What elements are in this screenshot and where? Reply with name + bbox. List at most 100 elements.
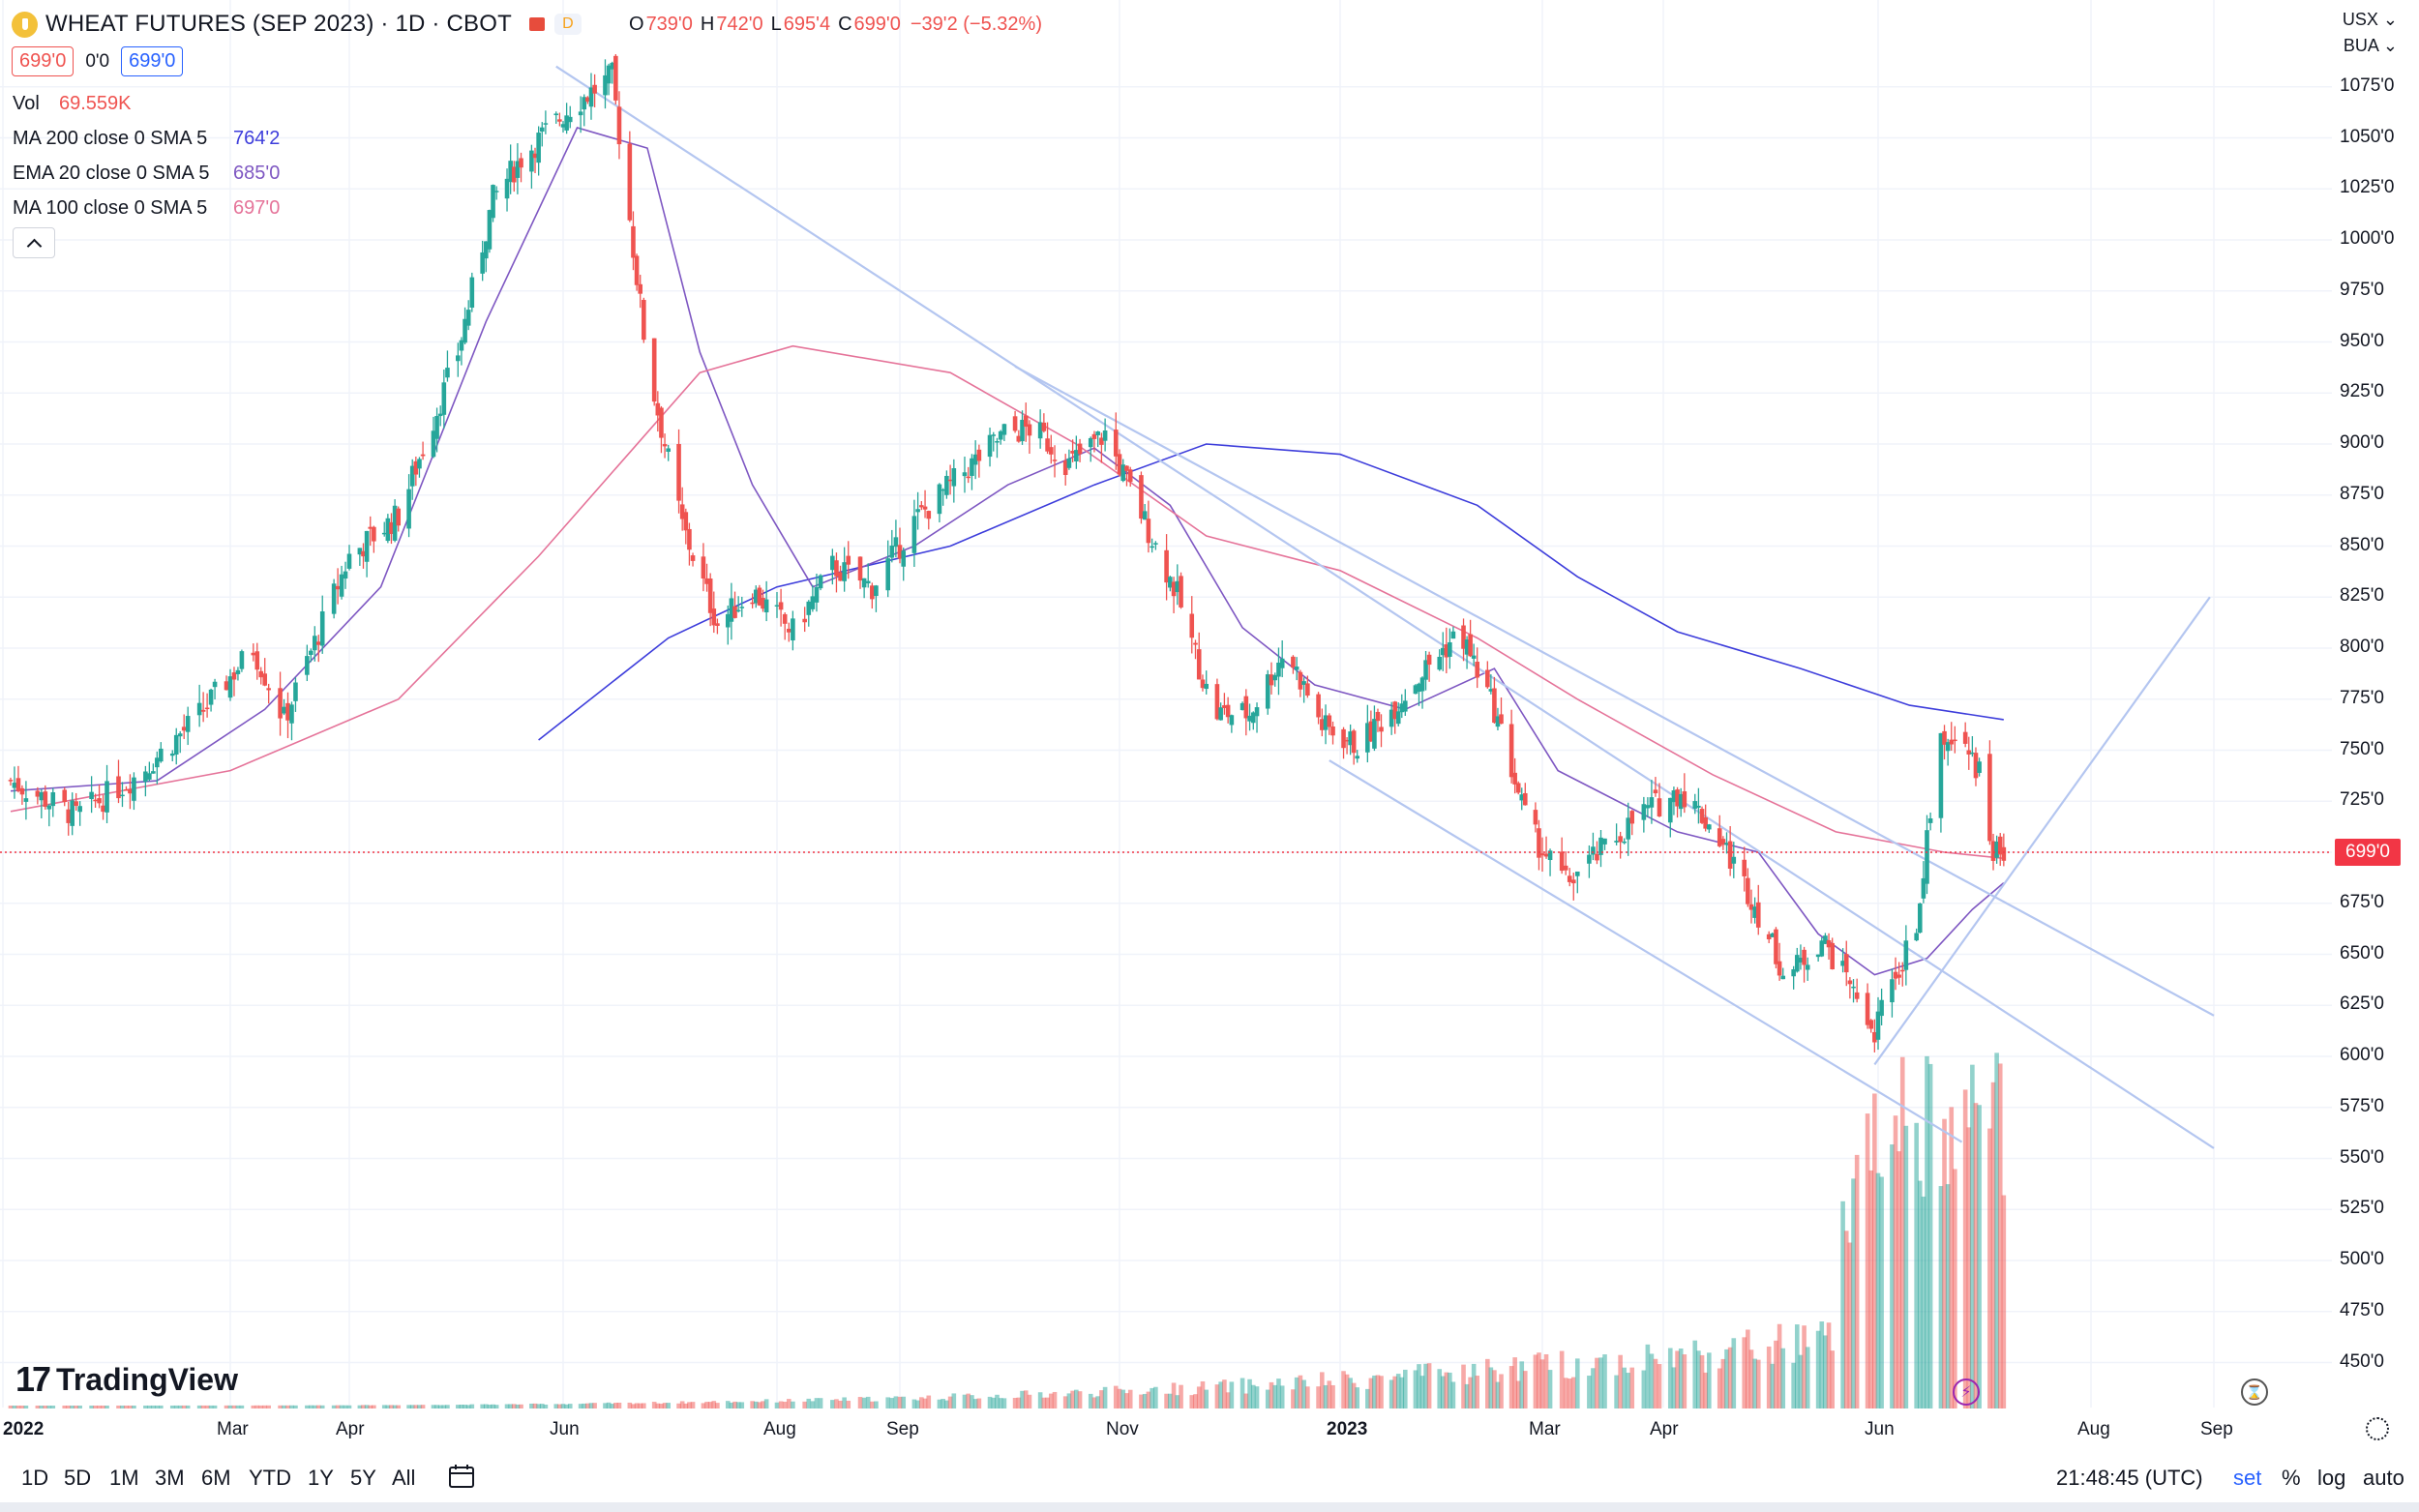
candle-body (1001, 424, 1007, 435)
replay-timer-icon[interactable]: ⌛ (2241, 1379, 2268, 1406)
candle-body (1330, 726, 1335, 736)
currency-selector[interactable]: USX ⌄ (2342, 10, 2398, 29)
indicator-ma100[interactable]: MA 100 close 0 SMA 5 697'0 (13, 197, 280, 220)
candle-body (420, 454, 426, 457)
candle-body (1774, 929, 1778, 964)
volume-bar (1146, 1391, 1151, 1408)
volume-bar (1341, 1371, 1346, 1408)
collapse-legend-button[interactable] (13, 227, 55, 258)
range-1m[interactable]: 1M (109, 1466, 139, 1490)
indicator-ema20[interactable]: EMA 20 close 0 SMA 5 685'0 (13, 163, 280, 185)
range-1y[interactable]: 1Y (308, 1466, 334, 1490)
volume-bar (786, 1399, 791, 1408)
auto-toggle[interactable]: auto (2363, 1466, 2404, 1490)
delayed-badge[interactable]: D (553, 14, 582, 35)
candle-body (897, 545, 903, 559)
candle-body (1879, 999, 1884, 1017)
range-5d[interactable]: 5D (64, 1466, 92, 1490)
range-3m[interactable]: 3M (155, 1466, 185, 1490)
volume-bar (262, 1405, 268, 1408)
candle-body (1890, 979, 1895, 1003)
volume-bar (1091, 1397, 1097, 1408)
flag-icon[interactable] (528, 17, 545, 31)
volume-bar (1899, 1056, 1905, 1408)
volume-bar (1649, 1353, 1655, 1408)
candle-body (364, 530, 370, 562)
candle-body (519, 158, 523, 168)
volume-bar (39, 1405, 45, 1408)
volume-bar (239, 1405, 245, 1408)
range-ytd[interactable]: YTD (249, 1466, 291, 1490)
candle-body (1508, 724, 1514, 778)
range-6m[interactable]: 6M (201, 1466, 231, 1490)
candle-body (1091, 433, 1097, 439)
candle-body (406, 489, 411, 529)
volume-bar (1591, 1368, 1596, 1408)
candle-body (254, 651, 260, 670)
unit-selector[interactable]: BUA ⌄ (2343, 36, 2398, 55)
indicator-ma200[interactable]: MA 200 close 0 SMA 5 764'2 (13, 128, 280, 150)
candle-body (181, 726, 187, 731)
volume-bar (582, 1403, 587, 1408)
volume-bar (227, 1405, 233, 1408)
volume-bar (972, 1399, 978, 1408)
tradingview-logo[interactable]: 17 TradingView (15, 1359, 238, 1400)
candle-body (1048, 447, 1054, 455)
indicator-volume[interactable]: Vol 69.559K (13, 93, 132, 115)
candle-body (818, 575, 823, 589)
volume-bar (1626, 1373, 1631, 1408)
symbol-title[interactable]: WHEAT FUTURES (SEP 2023) · 1D · CBOT (45, 11, 512, 37)
candle-body (951, 468, 957, 487)
range-1d[interactable]: 1D (21, 1466, 49, 1490)
buy-price-button[interactable]: 699'0 (121, 46, 184, 76)
volume-bar (1879, 1176, 1884, 1408)
candle-body (185, 716, 191, 732)
volume-bar (181, 1405, 187, 1408)
candle-body (1826, 939, 1832, 948)
volume-bar (480, 1404, 485, 1408)
candle-body (627, 143, 633, 221)
range-5y[interactable]: 5Y (350, 1466, 376, 1490)
candle-body (43, 791, 48, 808)
candle-body (806, 601, 812, 615)
candle-body (1731, 856, 1737, 864)
volume-bar (1949, 1107, 1955, 1408)
indicator-value: 685'0 (233, 163, 281, 184)
volume-bar (1095, 1396, 1100, 1408)
percent-toggle[interactable]: % (2282, 1466, 2301, 1490)
candle-body (1495, 716, 1501, 727)
candle-body (441, 382, 447, 415)
volume-bar (944, 1400, 949, 1408)
candle-body (1847, 980, 1853, 985)
candle-body (1074, 450, 1079, 461)
sell-price-button[interactable]: 699'0 (12, 46, 75, 76)
volume-bar (911, 1399, 917, 1408)
candle-body (335, 585, 341, 590)
volume-bar (578, 1404, 583, 1408)
session-toggle[interactable]: set (2233, 1466, 2262, 1490)
candle-body (159, 748, 164, 762)
candle-body (1027, 424, 1032, 436)
volume-bar (861, 1397, 867, 1408)
log-toggle[interactable]: log (2317, 1466, 2346, 1490)
candle-body (810, 596, 816, 609)
utc-clock[interactable]: 21:48:45 (UTC) (2056, 1466, 2203, 1490)
volume-bar (1150, 1387, 1154, 1408)
candle-body (1139, 475, 1144, 519)
volume-bar (802, 1401, 807, 1408)
volume-bar (1742, 1337, 1747, 1408)
candle-body (870, 585, 875, 600)
candle-body (361, 550, 366, 557)
candle-body (1365, 723, 1370, 753)
volume-bar (1671, 1367, 1677, 1408)
settings-gear-icon[interactable] (2366, 1417, 2389, 1440)
candle-body (725, 613, 731, 628)
volume-bar (305, 1405, 310, 1408)
calendar-range-icon[interactable] (448, 1464, 477, 1489)
volume-bar (1247, 1379, 1252, 1408)
lightning-icon[interactable]: ⚡ (1953, 1379, 1980, 1406)
volume-bar (62, 1405, 68, 1408)
candle-body (262, 673, 268, 686)
range-all[interactable]: All (392, 1466, 416, 1490)
